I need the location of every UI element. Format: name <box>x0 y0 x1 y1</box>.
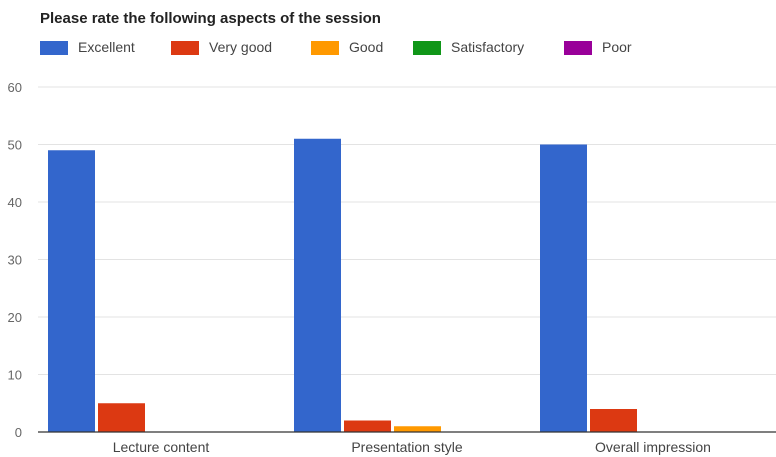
x-category-label: Presentation style <box>351 439 462 455</box>
legend-swatch-poor <box>564 41 592 55</box>
legend-swatch-satisfactory <box>413 41 441 55</box>
legend-swatch-good <box>311 41 339 55</box>
bar-good <box>394 426 441 432</box>
bar-very-good <box>590 409 637 432</box>
legend-swatch-excellent <box>40 41 68 55</box>
bar-very-good <box>344 420 391 432</box>
bar-excellent <box>540 144 587 432</box>
legend-label-very-good: Very good <box>209 39 273 55</box>
bar-excellent <box>48 150 95 432</box>
chart-title: Please rate the following aspects of the… <box>40 10 381 27</box>
legend-swatch-very-good <box>171 41 199 55</box>
y-tick-label: 40 <box>8 195 22 210</box>
x-category-label: Overall impression <box>595 439 711 455</box>
legend-label-good: Good <box>349 39 384 55</box>
legend-label-satisfactory: Satisfactory <box>451 39 525 55</box>
x-category-label: Lecture content <box>113 439 210 455</box>
y-tick-label: 20 <box>8 310 22 325</box>
y-tick-label: 60 <box>8 80 22 95</box>
legend-label-poor: Poor <box>602 39 632 55</box>
bar-excellent <box>294 138 341 432</box>
y-tick-label: 10 <box>8 368 22 383</box>
y-tick-label: 50 <box>8 138 22 153</box>
legend-label-excellent: Excellent <box>78 39 135 55</box>
y-tick-label: 0 <box>15 425 22 440</box>
y-tick-label: 30 <box>8 253 22 268</box>
bar-very-good <box>98 403 145 432</box>
